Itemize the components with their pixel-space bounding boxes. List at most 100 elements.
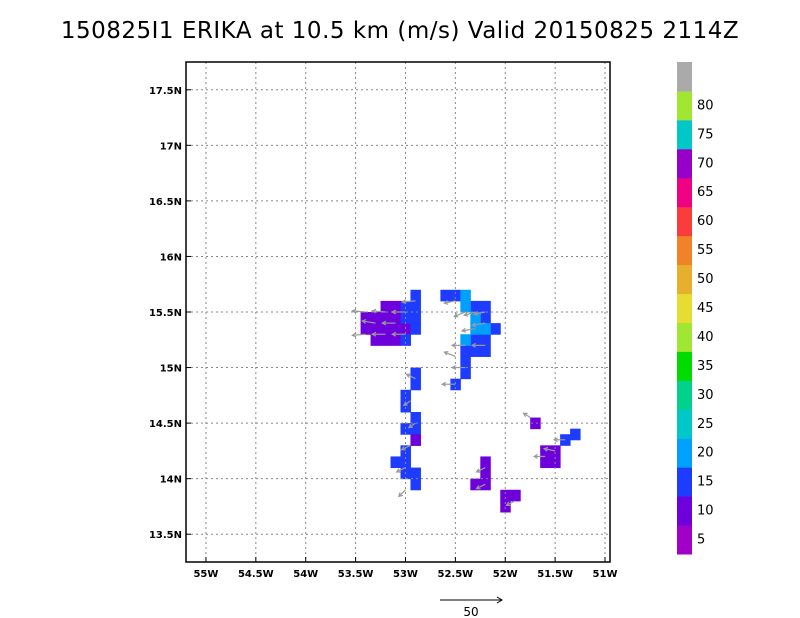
data-cell xyxy=(470,323,481,335)
reference-vector-label: 50 xyxy=(463,605,478,618)
data-cell xyxy=(390,323,401,335)
colorbar-segment xyxy=(677,380,692,410)
y-tick-label: 17.5N xyxy=(149,86,182,97)
data-cell xyxy=(390,312,401,324)
wind-vector xyxy=(532,454,546,459)
colorbar-segment xyxy=(677,264,692,295)
data-cell xyxy=(480,456,491,469)
x-tick-label: 53.5W xyxy=(338,569,374,580)
colorbar-segment xyxy=(677,525,692,555)
x-tick-label: 54W xyxy=(293,569,318,580)
data-cell xyxy=(460,345,471,357)
colorbar-segment xyxy=(677,409,692,439)
data-cell xyxy=(380,312,392,324)
x-tick-label: 53W xyxy=(393,569,418,580)
data-cell xyxy=(390,456,401,469)
data-cells-layer xyxy=(360,289,581,513)
data-cell xyxy=(410,423,421,435)
data-cell xyxy=(410,289,421,302)
wind-vector xyxy=(470,342,486,348)
data-cell xyxy=(570,428,581,441)
y-tick-label: 14.5N xyxy=(149,419,182,430)
colorbar-label: 40 xyxy=(697,330,714,345)
wind-vector xyxy=(371,308,386,314)
data-cell xyxy=(410,323,421,335)
data-cell xyxy=(440,289,451,302)
colorbar-segment xyxy=(677,235,692,266)
wind-vectors-layer xyxy=(351,299,566,507)
data-cell xyxy=(470,312,481,324)
y-tick-label: 13.5N xyxy=(149,530,182,541)
colorbar-label: 60 xyxy=(697,214,714,229)
colorbar-label: 50 xyxy=(697,272,714,287)
data-cell xyxy=(450,289,461,302)
colorbar-label: 70 xyxy=(697,156,714,171)
data-cell xyxy=(460,300,471,313)
data-cell xyxy=(480,467,491,480)
wind-vector xyxy=(397,489,406,498)
data-cell xyxy=(410,312,421,324)
x-tick-label: 54.5W xyxy=(238,569,274,580)
data-cell xyxy=(550,445,561,457)
wind-vector xyxy=(475,467,486,473)
wind-vector xyxy=(505,500,516,507)
data-cell xyxy=(540,456,551,469)
colorbar-label: 35 xyxy=(697,359,714,374)
colorbar-segment xyxy=(677,90,692,121)
wind-vector xyxy=(522,412,531,419)
data-cell xyxy=(380,323,392,335)
data-cell xyxy=(400,445,411,457)
wind-vector xyxy=(440,381,456,387)
data-cell xyxy=(560,434,571,446)
y-tick-label: 16.5N xyxy=(149,197,182,208)
data-cell xyxy=(400,400,411,413)
wind-vector xyxy=(391,309,406,315)
colorbar-segment xyxy=(677,206,692,237)
data-cell xyxy=(490,323,501,335)
wind-vector xyxy=(401,299,416,305)
data-cell xyxy=(400,300,411,313)
colorbar-label: 10 xyxy=(697,504,714,519)
wind-vector xyxy=(460,327,476,333)
data-cell xyxy=(480,300,491,313)
wind-vector xyxy=(400,444,411,451)
colorbar-label: 75 xyxy=(697,127,714,142)
colorbar-segment xyxy=(677,467,692,497)
wind-vector xyxy=(443,300,456,305)
data-cell xyxy=(460,289,471,302)
x-tick-label: 52W xyxy=(493,569,518,580)
colorbar-label: 65 xyxy=(697,185,714,200)
wind-vector xyxy=(361,319,376,324)
data-cell xyxy=(460,367,471,380)
x-tick-label: 55W xyxy=(193,569,218,580)
data-cell xyxy=(500,489,511,502)
colorbar-label: 55 xyxy=(697,243,714,258)
y-tick-label: 15N xyxy=(160,364,182,375)
data-cell xyxy=(480,312,491,324)
data-cell xyxy=(410,434,421,446)
wind-vector xyxy=(450,365,466,370)
data-cell xyxy=(380,334,392,346)
data-cell xyxy=(400,334,411,346)
colorbar-segment xyxy=(677,62,692,92)
wind-vector xyxy=(371,331,386,337)
data-cell xyxy=(410,367,421,380)
data-cell xyxy=(540,445,551,457)
data-cell xyxy=(480,323,491,335)
data-cell xyxy=(380,300,392,313)
reference-vector: 50 xyxy=(440,596,503,618)
x-tick-label: 51W xyxy=(593,569,618,580)
colorbar: 5 10 15 20 25 30 35 40 45 50 55 60 65 70 75 80 xyxy=(677,62,714,555)
data-cell xyxy=(530,417,541,430)
grid-layer xyxy=(186,62,610,562)
data-cell xyxy=(360,312,372,324)
data-cell xyxy=(410,467,421,480)
colorbar-segment xyxy=(677,351,692,381)
data-cell xyxy=(470,478,481,491)
x-axis-ticks: 55W 54.5W 54W 53.5W 53W 52.5W 52W 51.5W 51W xyxy=(193,557,617,580)
y-tick-label: 17N xyxy=(160,141,182,152)
colorbar-segment xyxy=(677,322,692,352)
colorbar-segment xyxy=(677,438,692,468)
y-tick-label: 14N xyxy=(160,475,182,486)
